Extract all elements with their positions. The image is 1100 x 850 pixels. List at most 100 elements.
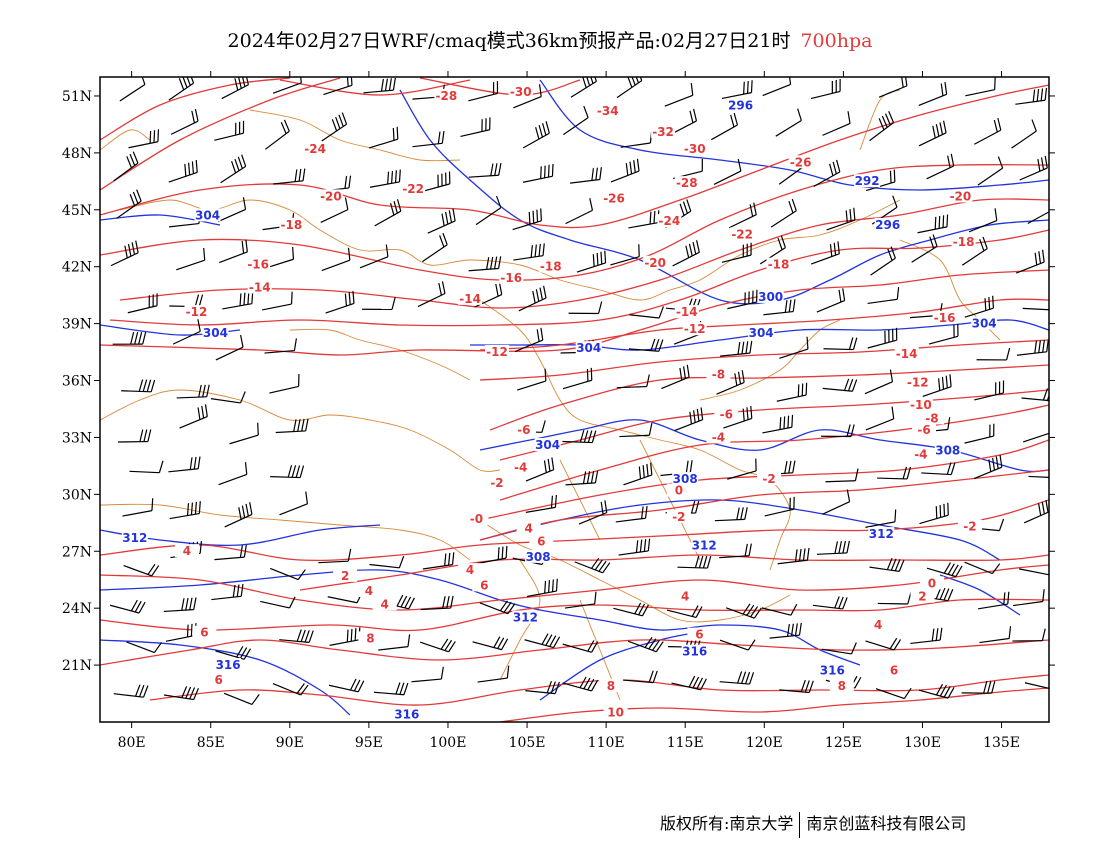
wind-barb [525,680,560,695]
wind-barb [325,291,355,314]
wind-barb [568,301,603,315]
wind-barb [468,162,502,178]
wind-barb [359,244,389,269]
wind-barb [822,111,851,136]
temp-label-bg [643,255,668,269]
temp-label-bg [912,422,937,436]
lon-tick-label: 120E [746,735,783,751]
border-line [119,199,901,301]
wind-barb [979,626,1012,644]
wind-barb [427,208,456,234]
wind-barb [821,424,855,438]
wind-barb [328,678,365,693]
temp-label-bg [919,576,944,590]
wind-barb [262,291,293,311]
wind-barb [822,378,858,392]
height-label: 300 [758,290,783,304]
wind-barb [218,462,248,486]
wind-barb [918,81,948,106]
temp-label-bg [829,678,854,692]
wind-barb [275,418,309,434]
temperature-label: 0 [928,576,936,590]
temperature-label: -30 [510,85,532,99]
temperature-label: 4 [466,563,474,577]
temperature-contour [100,598,1049,632]
height-label-bg [121,530,148,544]
temperature-label: 6 [537,535,545,549]
temperature-contour [100,163,1049,281]
wind-barb [524,633,561,649]
temp-label-bg [666,510,691,524]
wind-barb [224,502,253,528]
height-label: 316 [394,707,419,721]
wind-barb [264,338,298,354]
wind-barb [869,558,905,572]
wind-barb [672,240,700,267]
wind-barb [373,682,409,696]
height-label: 308 [935,444,960,458]
temp-label-bg [932,310,957,324]
border-line [100,503,471,561]
temperature-label: -12 [684,322,706,336]
wind-barb [974,117,1002,145]
wind-barb [770,198,797,228]
wind-barb [215,334,244,361]
wind-barb [727,289,758,310]
temp-label-bg [598,678,623,692]
temp-label-bg [910,589,935,603]
temperature-contour [119,198,1049,309]
border-line [100,389,501,472]
wind-barb [619,423,653,438]
temp-label-bg [192,625,217,639]
temp-label-bg [908,447,933,461]
footer-divider [799,811,801,838]
temperature-contour [499,404,1049,501]
wind-barb [420,595,454,611]
wind-barb [1027,211,1049,225]
wind-barb [973,454,1003,480]
wind-barb [961,236,988,266]
temperature-label: -4 [514,461,527,475]
height-label-bg [691,538,718,552]
wind-barb [965,77,996,97]
wind-barb [323,77,353,96]
temperature-label: -14 [249,280,271,294]
temperature-label: -18 [768,258,790,272]
wind-barb [565,470,599,486]
wind-barb [977,156,1004,186]
wind-barb [223,692,260,705]
lat-tick-label: 24N [62,601,92,617]
lat-tick-label: 27N [62,544,92,560]
temperature-contour [479,469,1049,541]
wind-barb [867,327,898,349]
temperature-label: 6 [695,628,703,642]
wind-barb [422,552,455,570]
temperature-label: 10 [607,705,624,719]
temp-label-bg [595,104,620,118]
lon-tick-label: 110E [588,735,625,751]
temperature-label: 4 [365,584,373,598]
temp-label-bg [499,270,524,284]
temp-label-bg [673,589,698,603]
wind-barb [870,246,896,276]
wind-barb [865,406,895,431]
wind-barb [1028,475,1049,478]
temp-label-bg [538,259,563,273]
wind-barb [576,250,607,273]
wind-barb [616,77,643,99]
lon-tick-label: 115E [667,735,704,751]
wind-barb [574,557,611,574]
temperature-label: -6 [917,423,930,437]
temperature-label: -12 [186,305,208,319]
temp-label-bg [894,346,919,360]
temp-label-bg [358,631,383,645]
border-line [289,328,471,381]
wind-barb [476,545,508,565]
wind-barb [864,369,894,395]
temperature-contour [100,639,1049,666]
border-line [249,109,461,162]
wind-barb [368,126,399,149]
temperature-label: 4 [524,521,532,535]
temperature-contour [279,79,471,96]
wind-barb [113,684,149,698]
